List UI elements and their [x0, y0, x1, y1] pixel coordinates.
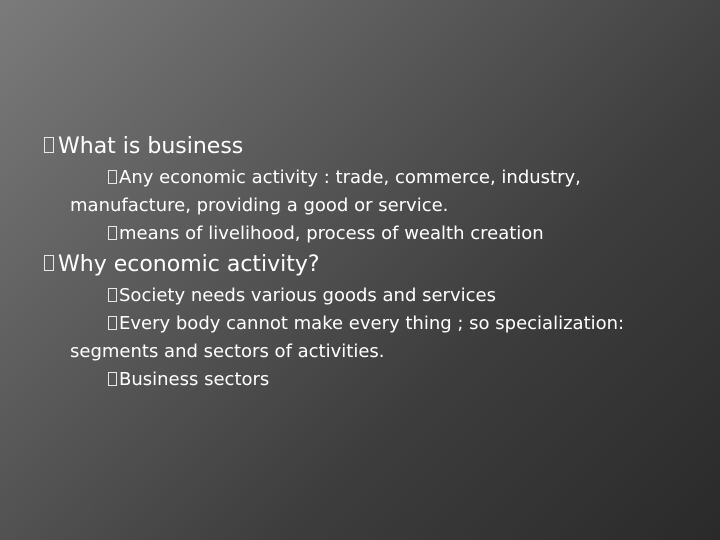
bullet-item-level2: means of livelihood, process of wealth c…: [40, 220, 640, 248]
square-bullet-icon: [44, 137, 54, 153]
bullet-text: means of livelihood, process of wealth c…: [119, 223, 544, 244]
bullet-text: Why economic activity?: [58, 252, 320, 277]
bullet-text: Any economic activity : trade, commerce,…: [70, 167, 581, 216]
bullet-item-level2: Every body cannot make every thing ; so …: [40, 310, 640, 366]
square-bullet-icon: [108, 226, 117, 240]
bullet-text: What is business: [58, 134, 244, 159]
bullet-item-level2: Any economic activity : trade, commerce,…: [40, 164, 640, 220]
bullet-item-level2: Society needs various goods and services: [40, 282, 640, 310]
bullet-item-level2: Business sectors: [40, 366, 640, 394]
bullet-text: Every body cannot make every thing ; so …: [70, 313, 625, 362]
bullet-list: What is business Any economic activity :…: [40, 130, 640, 394]
square-bullet-icon: [108, 372, 117, 386]
square-bullet-icon: [108, 170, 117, 184]
bullet-text: Business sectors: [119, 369, 270, 390]
square-bullet-icon: [108, 316, 117, 330]
bullet-text: Society needs various goods and services: [119, 285, 496, 306]
square-bullet-icon: [44, 255, 54, 271]
square-bullet-icon: [108, 288, 117, 302]
bullet-item-level1: Why economic activity?: [40, 250, 640, 280]
bullet-item-level1: What is business: [40, 132, 640, 162]
